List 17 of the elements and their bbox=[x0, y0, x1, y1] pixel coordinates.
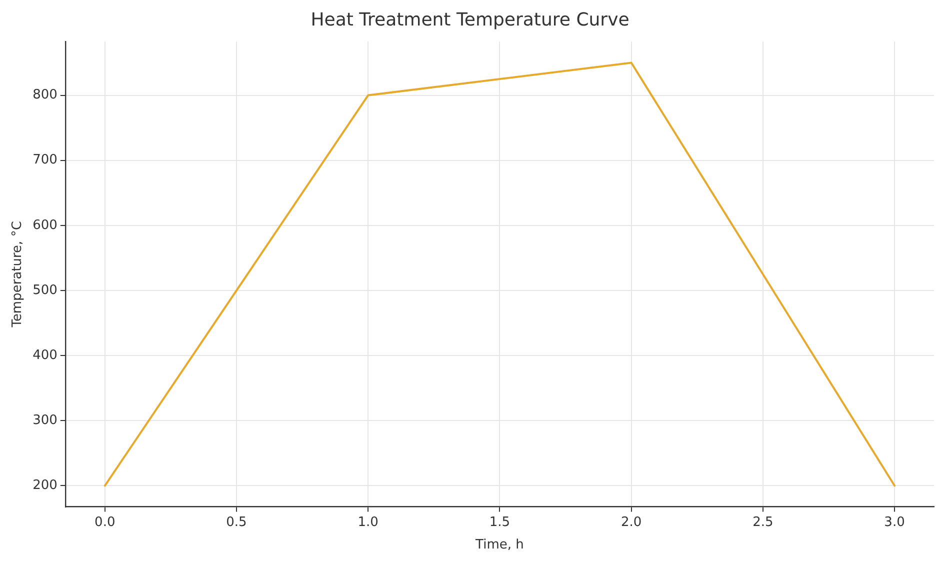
y-tick-label: 700 bbox=[32, 152, 58, 168]
x-tick-label: 2.0 bbox=[620, 514, 642, 530]
chart-title: Heat Treatment Temperature Curve bbox=[310, 9, 630, 30]
y-tick-label: 500 bbox=[32, 282, 58, 298]
x-tick-label: 0.5 bbox=[226, 514, 247, 530]
x-tick-label: 1.5 bbox=[489, 514, 510, 530]
x-axis-title: Time, h bbox=[474, 538, 524, 553]
y-tick-label: 300 bbox=[32, 412, 58, 428]
y-tick-label: 200 bbox=[32, 478, 58, 494]
y-tick-label: 600 bbox=[32, 218, 58, 233]
x-tick-label: 2.5 bbox=[752, 514, 774, 530]
x-tick-label: 3.0 bbox=[884, 514, 905, 530]
y-axis-title: Temperature, °C bbox=[10, 221, 26, 328]
y-tick-label: 400 bbox=[32, 348, 58, 363]
x-tick-label: 1.0 bbox=[358, 514, 378, 530]
y-tick-label: 800 bbox=[32, 88, 58, 103]
x-tick-label: 0.0 bbox=[94, 514, 116, 530]
